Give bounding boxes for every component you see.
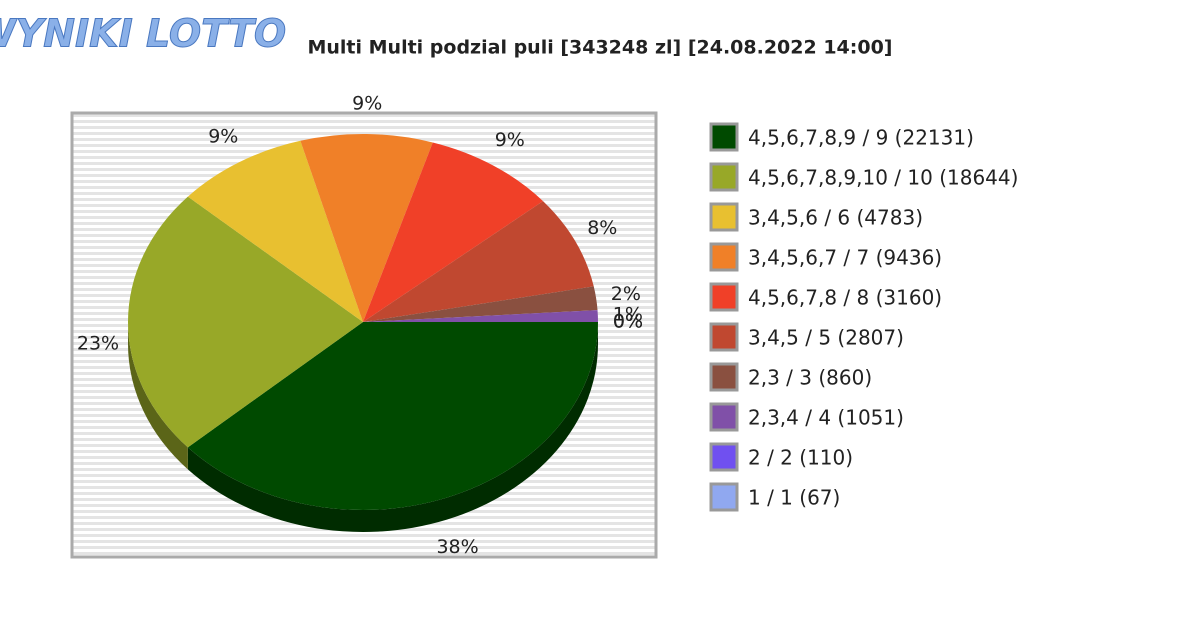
- legend-label: 2 / 2 (110): [748, 446, 853, 470]
- legend-label: 3,4,5,6 / 6 (4783): [748, 206, 923, 230]
- slice: [187, 322, 598, 511]
- slice-label: 9%: [495, 129, 525, 151]
- legend-label: 4,5,6,7,8 / 8 (3160): [748, 286, 942, 310]
- slice-label: 38%: [436, 536, 478, 558]
- chart-title: Multi Multi podzial puli [343248 zl] [24…: [307, 37, 892, 59]
- legend-swatch: [709, 282, 739, 312]
- legend-label: 4,5,6,7,8,9 / 9 (22131): [748, 126, 974, 150]
- legend-label: 1 / 1 (67): [748, 486, 840, 510]
- legend-swatch: [709, 362, 739, 392]
- slice: [363, 286, 598, 322]
- slice-label: 2%: [611, 283, 641, 305]
- legend-swatch: [709, 402, 739, 432]
- slice-label: 8%: [587, 217, 617, 239]
- legend-label: 3,4,5,6,7 / 7 (9436): [748, 246, 942, 270]
- legend-label: 3,4,5 / 5 (2807): [748, 326, 904, 350]
- legend-swatch: [709, 322, 739, 352]
- slice-label: 0%: [613, 311, 643, 333]
- legend-label: 4,5,6,7,8,9,10 / 10 (18644): [748, 166, 1018, 190]
- legend-label: 2,3,4 / 4 (1051): [748, 406, 904, 430]
- slice-label: 23%: [77, 333, 119, 355]
- legend-swatch: [709, 162, 739, 192]
- slice-label: 1%: [613, 304, 643, 326]
- slice-label: 9%: [208, 125, 238, 147]
- legend-swatch: [709, 202, 739, 232]
- slice-label: 0%: [613, 311, 643, 333]
- logo: WYNIKI LOTTO: [0, 12, 286, 56]
- slice: [187, 140, 363, 322]
- slice: [128, 196, 363, 448]
- legend-swatch: [709, 482, 739, 512]
- legend-swatch: [709, 242, 739, 272]
- slice: [300, 134, 433, 322]
- slice: [363, 201, 594, 322]
- slice: [363, 142, 544, 322]
- slice-side: [187, 322, 598, 532]
- slice: [363, 310, 598, 322]
- slice-label: 9%: [352, 93, 382, 115]
- legend-label: 2,3 / 3 (860): [748, 366, 872, 390]
- legend-swatch: [709, 442, 739, 472]
- legend-swatch: [709, 122, 739, 152]
- slice-side: [128, 322, 188, 470]
